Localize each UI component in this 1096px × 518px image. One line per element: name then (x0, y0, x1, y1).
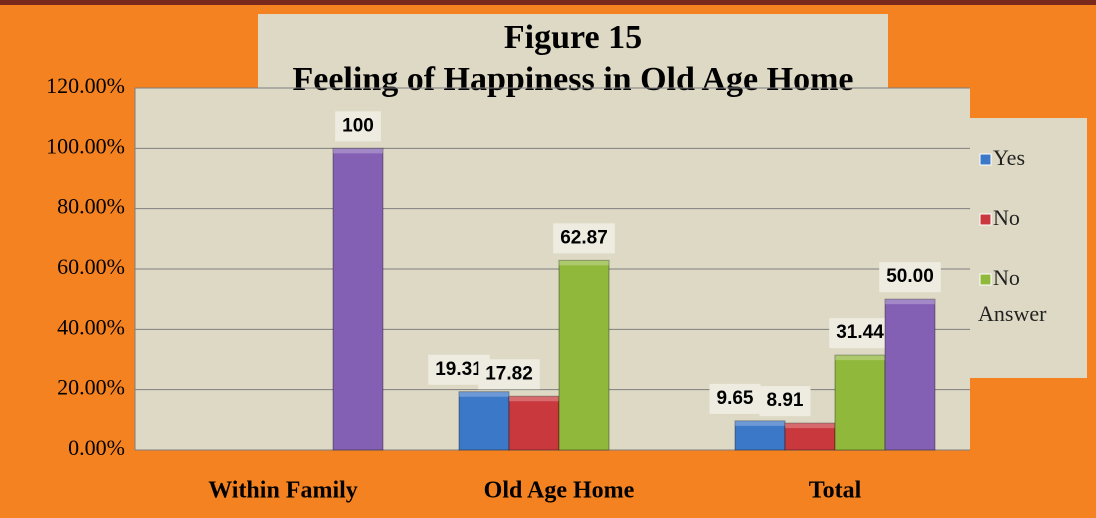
y-tick-label: 20.00% (57, 375, 125, 400)
bar (508, 395, 560, 451)
data-label-bg (709, 383, 761, 414)
bar-cap (735, 420, 785, 426)
data-label: 50.00 (886, 266, 934, 287)
data-label-group: 9.65 (709, 383, 761, 414)
legend-label: No Answer (978, 265, 1047, 326)
title-box (258, 14, 888, 100)
bar-cap (459, 391, 509, 397)
bar-cap (333, 148, 383, 154)
chart-title: Figure 15 (504, 19, 642, 56)
data-label-bg (759, 386, 811, 417)
data-label: 62.87 (560, 227, 608, 248)
y-tick-label: 0.00% (68, 435, 125, 460)
top-border (0, 0, 1096, 5)
legend-marker (979, 273, 992, 286)
x-tick-label: Total (809, 478, 862, 504)
data-label-group: 19.31 (428, 354, 490, 385)
y-tick-label: 80.00% (57, 194, 125, 219)
legend-marker (979, 153, 992, 166)
chart-subtitle: Feeling of Happiness in Old Age Home (292, 61, 853, 98)
bar-cap (559, 260, 609, 266)
y-tick-label: 100.00% (46, 133, 125, 158)
bar-cap (509, 396, 559, 402)
x-tick-label: Within Family (208, 478, 358, 504)
y-tick-label: 60.00% (57, 254, 125, 279)
y-tick-label: 120.00% (46, 73, 125, 98)
x-tick-label: Old Age Home (484, 478, 635, 504)
data-label-group: 31.44 (829, 318, 891, 349)
legend-label: No (993, 205, 1020, 230)
data-label: 9.65 (717, 388, 754, 409)
bar (332, 147, 384, 451)
legend-label: Yes (993, 145, 1025, 170)
data-label: 100 (342, 115, 374, 136)
data-label: 19.31 (435, 359, 483, 380)
data-label-bg (879, 262, 941, 293)
data-label-bg (478, 359, 540, 390)
data-label-group: 17.82 (478, 359, 540, 390)
data-label: 17.82 (485, 363, 533, 384)
data-label: 31.44 (836, 322, 884, 343)
data-label-group: 100 (335, 111, 381, 142)
bar (834, 354, 886, 451)
legend-marker (979, 213, 992, 226)
bar (734, 420, 786, 451)
bar (458, 391, 510, 451)
data-label-bg (335, 111, 381, 142)
data-label-group: 8.91 (759, 386, 811, 417)
bar-cap (835, 355, 885, 361)
data-label-group: 50.00 (879, 262, 941, 293)
data-label-group: 62.87 (553, 223, 615, 254)
data-label: 8.91 (767, 390, 804, 411)
bar (558, 259, 610, 451)
bar-cap (885, 299, 935, 305)
data-label-bg (553, 223, 615, 254)
bar (784, 422, 836, 451)
bar-cap (785, 423, 835, 429)
y-tick-label: 40.00% (57, 314, 125, 339)
data-label-bg (829, 318, 891, 349)
bar (884, 298, 936, 451)
